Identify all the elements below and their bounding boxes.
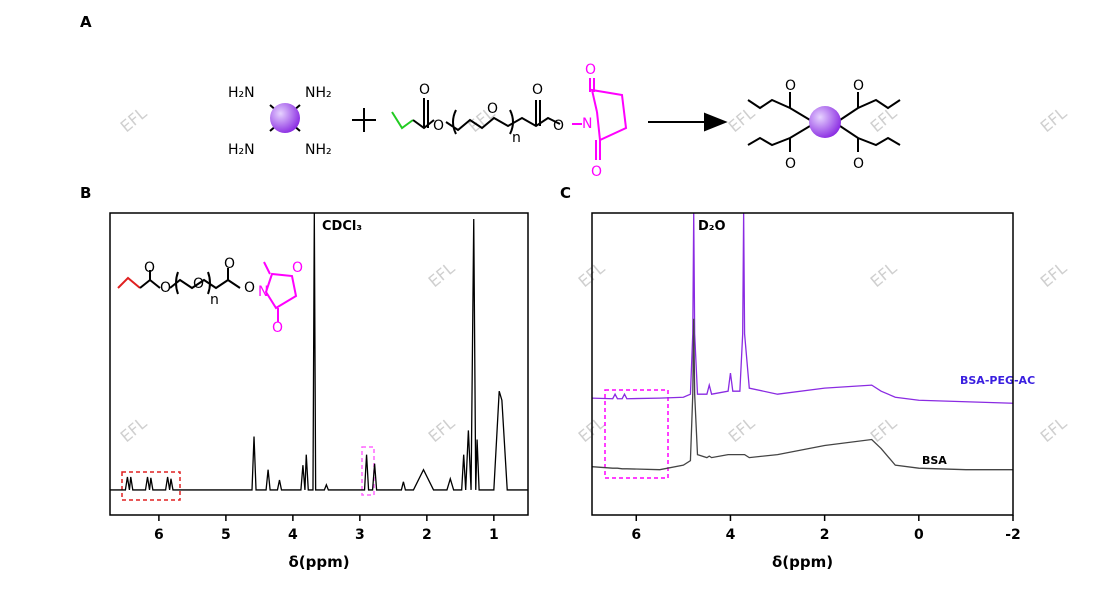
watermark: EFL — [867, 258, 901, 291]
chem-label: NH₂ — [305, 85, 332, 101]
plot-area — [110, 213, 528, 491]
x-tick-label: 0 — [914, 527, 924, 543]
highlight-box — [604, 389, 669, 479]
panel-label: B — [80, 184, 91, 202]
x-tick-label: 4 — [726, 527, 736, 543]
product-bonds — [747, 92, 901, 152]
x-tick-label: 2 — [820, 527, 830, 543]
watermark: EFL — [425, 258, 459, 291]
chem-label: O — [853, 156, 864, 172]
chem-label: O — [785, 78, 796, 94]
chain — [412, 98, 561, 135]
chem-label: O — [244, 280, 255, 296]
core — [809, 106, 841, 138]
core — [270, 103, 300, 133]
x-tick-label: 1 — [489, 527, 499, 543]
chem-label: O — [433, 118, 444, 134]
chem-label: O — [292, 260, 303, 276]
chem-label: O — [193, 276, 204, 292]
scheme: H₂N NH₂ H₂N NH₂ O O O n O O N O O O O O … — [228, 62, 901, 180]
watermark: EFL — [725, 413, 759, 446]
succinimide — [263, 261, 298, 322]
plot-area — [592, 213, 1013, 471]
series-label: BSA-PEG-AC — [960, 374, 1035, 387]
spectrum-line — [592, 318, 1013, 471]
chem-label: O — [419, 82, 430, 98]
x-tick-label: 5 — [221, 527, 231, 543]
watermark: EFL — [867, 413, 901, 446]
plot-frame — [591, 212, 1014, 516]
spectrum-line — [592, 213, 1013, 404]
chem-label: O — [487, 101, 498, 117]
plus — [352, 108, 376, 132]
annotation: CDCl₃ — [322, 219, 362, 234]
x-axis-label: δ(ppm) — [288, 553, 349, 571]
chem-label: n — [210, 292, 219, 308]
chem-label: H₂N — [228, 85, 255, 101]
panel-label: C — [560, 184, 571, 202]
highlight-box — [121, 471, 181, 501]
panel-label: A — [80, 13, 92, 31]
arrow — [648, 112, 728, 132]
vinyl — [117, 276, 141, 289]
chem-label: H₂N — [228, 142, 255, 158]
chem-label: O — [532, 82, 543, 98]
chem-label: O — [553, 118, 564, 134]
watermark: EFL — [1037, 258, 1071, 291]
x-axis-label: δ(ppm) — [772, 553, 833, 571]
chem-label: O — [272, 320, 283, 336]
spectrum-line — [110, 213, 528, 491]
watermark: EFL — [425, 413, 459, 446]
x-tick-label: 6 — [631, 527, 641, 543]
plot-frame — [109, 212, 529, 516]
chem-label: O — [160, 280, 171, 296]
x-tick-label: 3 — [355, 527, 365, 543]
x-tick-label: 4 — [288, 527, 298, 543]
chem-label: O — [585, 62, 596, 78]
chem-label: O — [144, 260, 155, 276]
series-label: BSA — [922, 454, 947, 467]
watermark: EFL — [117, 103, 151, 136]
x-tick-label: 2 — [422, 527, 432, 543]
annotation: D₂O — [698, 219, 726, 234]
chem-label: O — [853, 78, 864, 94]
watermark: EFL — [117, 413, 151, 446]
chem-label: n — [512, 130, 521, 146]
chem-label: O — [785, 156, 796, 172]
x-tick-label: 6 — [154, 527, 164, 543]
chain — [139, 268, 241, 295]
watermark: EFL — [725, 103, 759, 136]
vinyl — [391, 111, 414, 130]
succinimide — [572, 78, 628, 160]
watermark: EFL — [1037, 103, 1071, 136]
chem-label: O — [591, 164, 602, 180]
chem-label: O — [224, 256, 235, 272]
chem-label: N — [258, 284, 268, 300]
watermark: EFL — [867, 103, 901, 136]
chem-label: NH₂ — [305, 142, 332, 158]
watermark: EFL — [1037, 413, 1071, 446]
watermarks: EFL EFL EFL EFL EFL EFL EFL EFL EFL EFL … — [117, 103, 1071, 446]
chem-label: N — [582, 116, 592, 132]
x-tick-label: -2 — [1005, 527, 1021, 543]
inset-structure: O O O n O O N O O — [117, 256, 303, 336]
